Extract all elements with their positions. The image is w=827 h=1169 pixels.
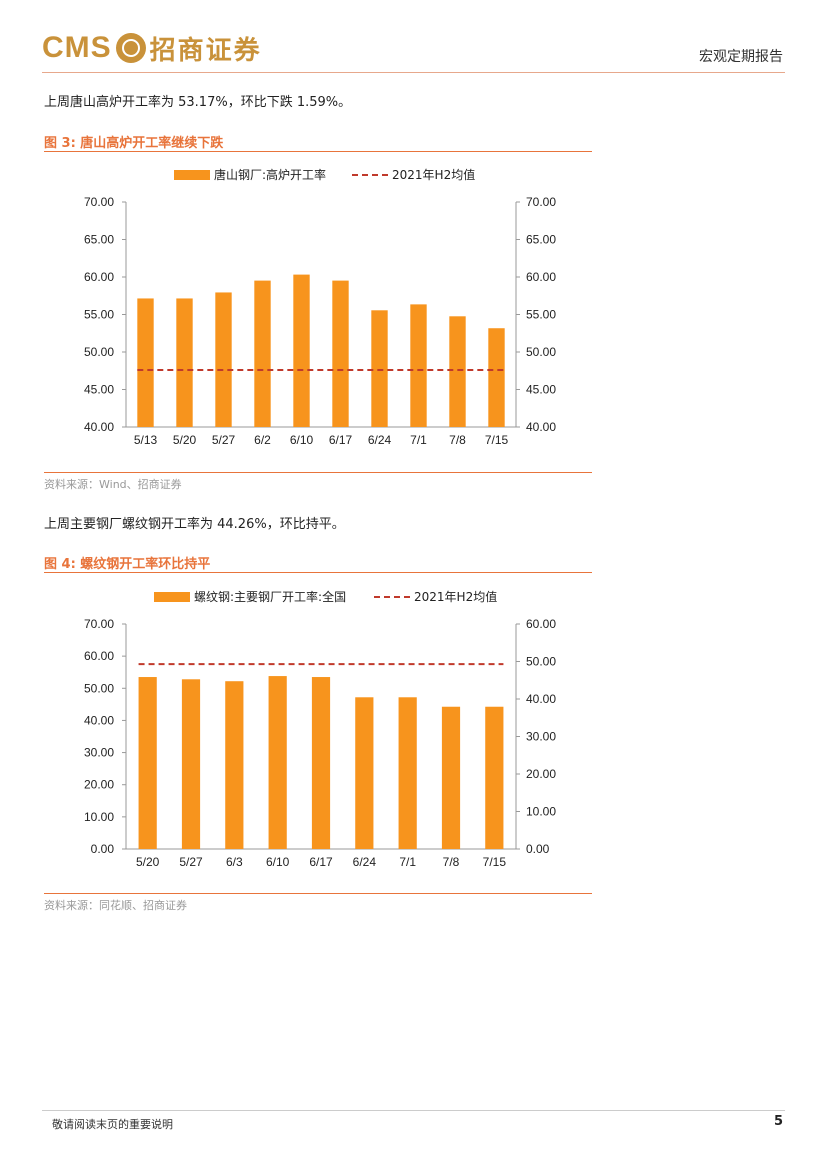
x-tick-label: 7/15: [485, 433, 509, 447]
y-tick-label-left: 50.00: [84, 345, 114, 359]
figure-3-source: 资料来源：Wind、招商证券: [44, 478, 182, 491]
y-tick-label-left: 70.00: [84, 617, 114, 631]
x-tick-label: 7/8: [443, 855, 460, 869]
x-tick-label: 7/8: [449, 433, 466, 447]
y-tick-label-left: 40.00: [84, 713, 114, 727]
x-tick-label: 5/27: [212, 433, 236, 447]
x-tick-label: 7/1: [410, 433, 427, 447]
bar: [410, 304, 427, 427]
bar: [181, 679, 201, 849]
y-tick-label-right: 70.00: [526, 195, 556, 209]
y-tick-label-left: 60.00: [84, 270, 114, 284]
x-tick-label: 7/15: [483, 855, 507, 869]
y-tick-label-right: 50.00: [526, 655, 556, 669]
y-tick-label-left: 10.00: [84, 810, 114, 824]
footer-note: 敬请阅读末页的重要说明: [52, 1118, 173, 1131]
report-type: 宏观定期报告: [699, 49, 783, 65]
y-tick-label-left: 65.00: [84, 233, 114, 247]
y-tick-label-right: 50.00: [526, 345, 556, 359]
bar: [293, 274, 310, 427]
bar: [398, 697, 417, 849]
header-divider: [42, 72, 785, 73]
legend-bar-label: 螺纹钢:主要钢厂开工率:全国: [194, 589, 346, 604]
logo-latin: CMS: [42, 31, 112, 64]
y-tick-label-left: 30.00: [84, 746, 114, 760]
x-tick-label: 6/17: [309, 855, 333, 869]
paragraph-tangshan: 上周唐山高炉开工率为 53.17%，环比下跌 1.59%。: [44, 95, 352, 110]
x-tick-label: 5/27: [179, 855, 203, 869]
legend-bar-label: 唐山钢厂:高炉开工率: [214, 167, 326, 182]
bar: [268, 676, 287, 849]
bar: [449, 316, 466, 427]
figure-3-title: 图 3: 唐山高炉开工率继续下跌: [44, 136, 224, 151]
x-tick-label: 5/20: [136, 855, 160, 869]
y-tick-label-left: 60.00: [84, 649, 114, 663]
y-tick-label-left: 70.00: [84, 195, 114, 209]
y-tick-label-right: 65.00: [526, 233, 556, 247]
y-tick-label-right: 40.00: [526, 420, 556, 434]
y-tick-label-right: 40.00: [526, 692, 556, 706]
y-tick-label-right: 0.00: [526, 842, 550, 856]
x-tick-label: 6/3: [226, 855, 243, 869]
y-tick-label-right: 20.00: [526, 767, 556, 781]
x-tick-label: 6/17: [329, 433, 353, 447]
x-tick-label: 5/20: [173, 433, 197, 447]
x-tick-label: 7/1: [399, 855, 416, 869]
company-logo: CMS 招商证券: [42, 30, 262, 66]
legend-line-label: 2021年H2均值: [392, 167, 475, 182]
figure-4-title: 图 4: 螺纹钢开工率环比持平: [44, 557, 211, 572]
x-tick-label: 6/10: [290, 433, 314, 447]
figure-3-svg: 唐山钢厂:高炉开工率 2021年H2均值 70.00 65.00 60.00 55.00 5…: [84, 167, 556, 447]
legend-line-label: 2021年H2均值: [414, 589, 497, 604]
figure-4-svg: 螺纹钢:主要钢厂开工率:全国 2021年H2均值 70.00 60.00 50.00 40…: [84, 589, 556, 869]
bar: [371, 310, 388, 427]
figure-4-source-rule: [44, 893, 592, 894]
logo-seal-icon: [115, 33, 146, 63]
y-tick-label-left: 20.00: [84, 778, 114, 792]
bar: [225, 681, 244, 849]
x-tick-label: 5/13: [134, 433, 158, 447]
bar: [311, 677, 331, 849]
x-tick-label: 6/24: [368, 433, 392, 447]
x-tick-label: 6/2: [254, 433, 271, 447]
y-tick-label-right: 60.00: [526, 270, 556, 284]
bar: [355, 697, 374, 849]
legend-bar-swatch: [154, 592, 190, 602]
figure-4-source: 资料来源：同花顺、招商证券: [44, 899, 187, 912]
paragraph-rebar: 上周主要钢厂螺纹钢开工率为 44.26%，环比持平。: [44, 517, 345, 532]
logo-chinese: 招商证券: [149, 35, 262, 66]
y-tick-label-left: 45.00: [84, 383, 114, 397]
bar: [176, 298, 193, 427]
y-tick-label-left: 0.00: [91, 842, 115, 856]
y-tick-label-right: 55.00: [526, 308, 556, 322]
bar: [332, 280, 349, 427]
bar: [254, 280, 271, 427]
footer-divider: [42, 1110, 785, 1111]
y-tick-label-right: 60.00: [526, 617, 556, 631]
figure-3-rule: [44, 151, 592, 152]
legend-bar-swatch: [174, 170, 210, 180]
x-tick-label: 6/10: [266, 855, 290, 869]
figure-3-source-rule: [44, 472, 592, 473]
y-tick-label-left: 50.00: [84, 681, 114, 695]
figure-4-rule: [44, 572, 592, 573]
y-tick-label-right: 10.00: [526, 805, 556, 819]
bar: [215, 292, 232, 427]
bar: [138, 677, 157, 849]
y-tick-label-right: 45.00: [526, 383, 556, 397]
figure-4-chart: 螺纹钢:主要钢厂开工率:全国 2021年H2均值 70.00 60.00 50.00 40…: [44, 578, 592, 878]
figure-3-chart: 唐山钢厂:高炉开工率 2021年H2均值 70.00 65.00 60.00 55.00 5…: [44, 156, 592, 456]
bar: [488, 328, 505, 427]
y-tick-label-left: 55.00: [84, 308, 114, 322]
page-number: 5: [773, 1114, 783, 1129]
bar: [441, 706, 461, 849]
bar: [485, 706, 504, 849]
y-tick-label-right: 30.00: [526, 730, 556, 744]
x-tick-label: 6/24: [353, 855, 377, 869]
bar: [137, 298, 154, 427]
y-tick-label-left: 40.00: [84, 420, 114, 434]
